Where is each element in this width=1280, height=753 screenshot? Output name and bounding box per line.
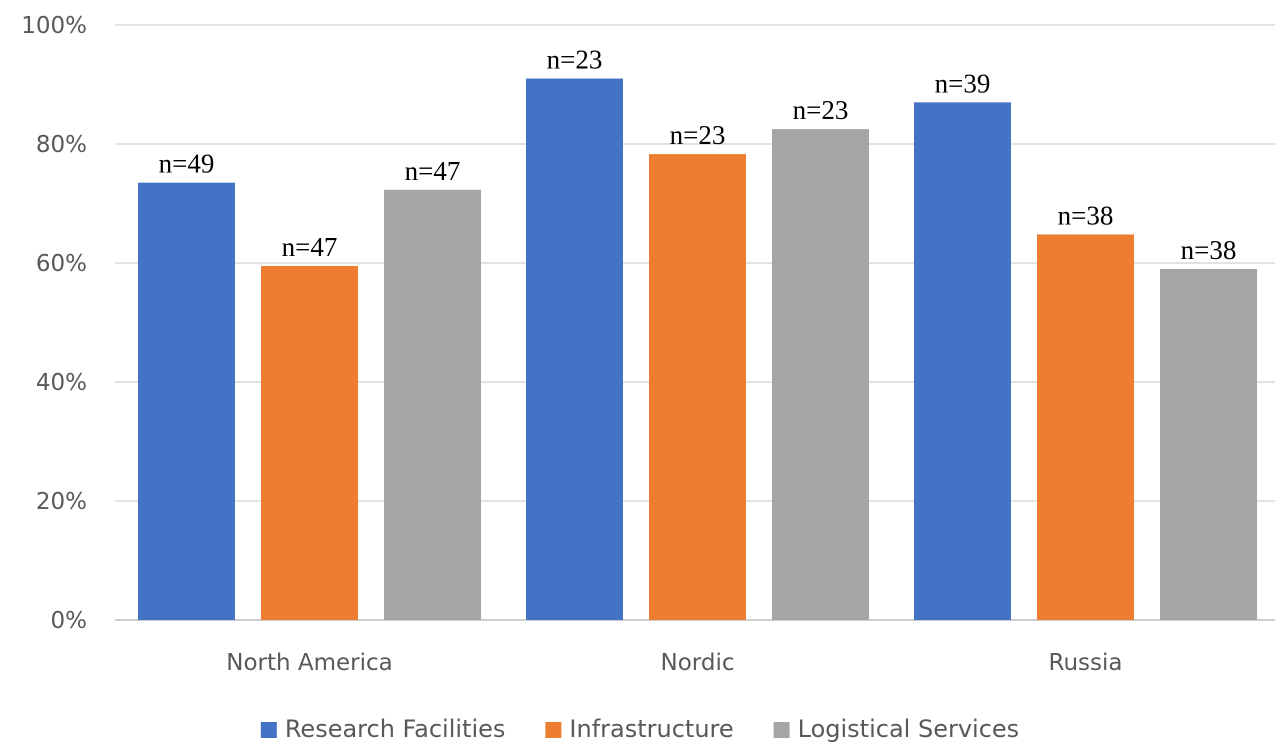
data-label: n=49 [159,149,215,179]
bar-north-america-research-facilities [138,182,235,621]
legend-label: Research Facilities [285,715,506,743]
legend-label: Infrastructure [569,715,733,743]
bar-russia-infrastructure [1037,234,1134,620]
bar-nordic-logistical-services [772,129,869,620]
data-labels: n=49 n=23 n=39 n=47 n=23 n=38 n=47 n=23 n=38 [159,45,1237,265]
bar-north-america-logistical-services [384,189,481,620]
legend-swatch [260,722,277,738]
legend-label: Logistical Services [798,715,1020,743]
y-tick-label: 40% [36,370,87,396]
data-label: n=23 [670,120,726,150]
bar-russia-research-facilities [914,102,1011,621]
bar-north-america-infrastructure [261,265,358,620]
data-label: n=23 [547,45,603,75]
data-label: n=47 [405,156,461,186]
category-label: Nordic [661,650,735,676]
y-axis-ticks: 0% 20% 40% 60% 80% 100% [21,13,87,634]
bar-nordic-infrastructure [649,154,746,621]
category-label: Russia [1049,650,1123,676]
y-tick-label: 0% [51,608,88,634]
y-tick-label: 20% [36,489,87,515]
bar-russia-logistical-services [1160,268,1257,620]
y-tick-label: 100% [21,13,87,39]
data-label: n=47 [282,232,338,262]
legend-swatch [773,722,790,738]
legend: Research Facilities Infrastructure Logisti… [260,715,1020,743]
y-tick-label: 60% [36,251,87,277]
legend-swatch [545,722,562,738]
bar-nordic-research-facilities [526,78,623,621]
x-axis-categories: North America Nordic Russia [226,650,1122,676]
data-label: n=23 [793,95,849,125]
data-label: n=38 [1181,235,1237,265]
bars [138,78,1257,621]
y-tick-label: 80% [36,132,87,158]
category-label: North America [226,650,393,676]
data-label: n=39 [935,68,991,98]
data-label: n=38 [1058,200,1114,230]
